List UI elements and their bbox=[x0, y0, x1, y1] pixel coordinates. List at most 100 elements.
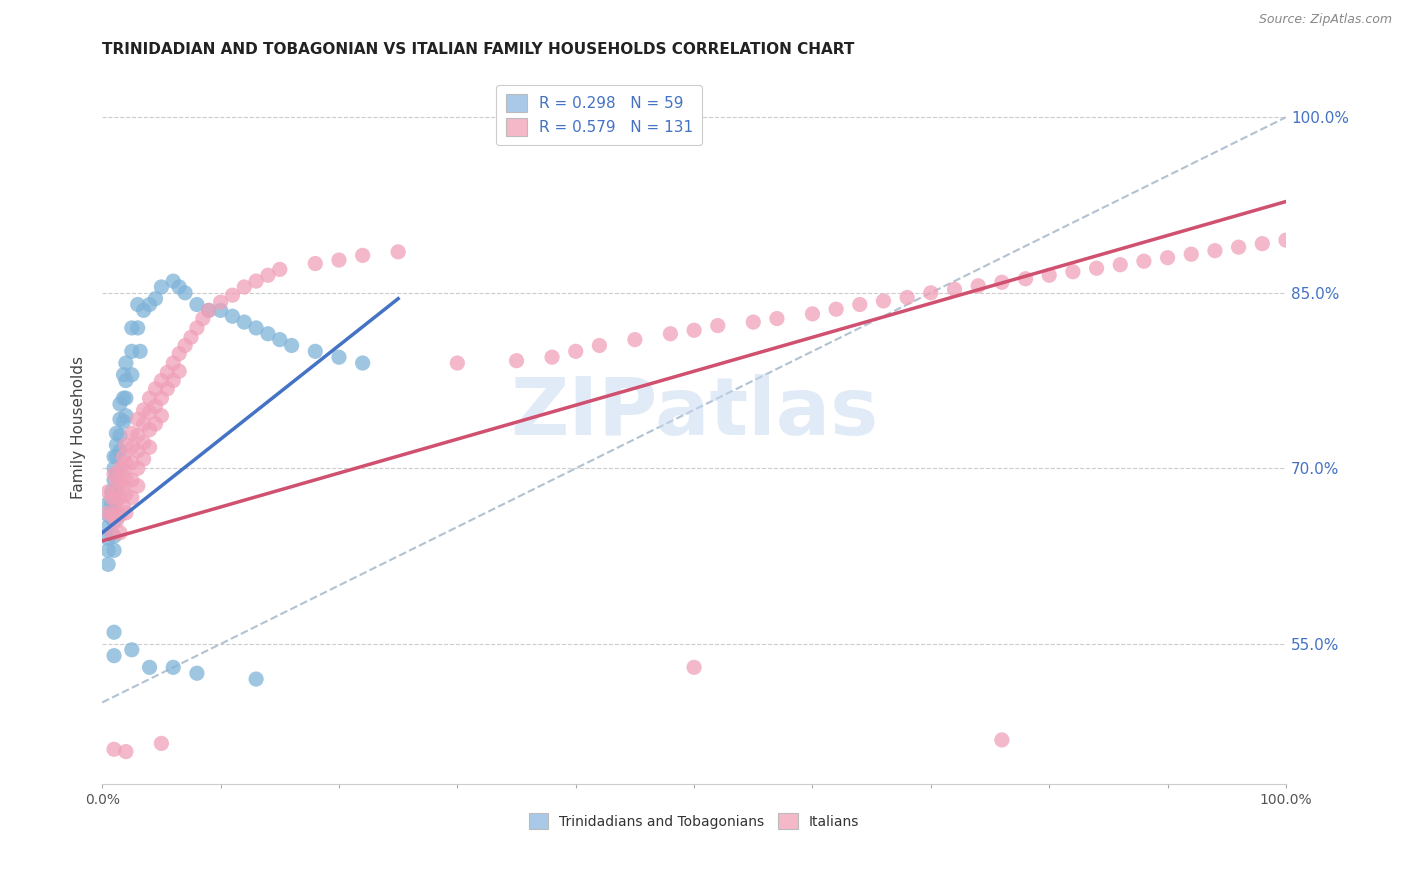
Point bbox=[1227, 240, 1250, 254]
Point bbox=[115, 487, 138, 501]
Point bbox=[564, 344, 586, 359]
Point bbox=[1251, 236, 1274, 251]
Point bbox=[132, 435, 155, 450]
Point bbox=[280, 338, 302, 352]
Point bbox=[127, 321, 149, 335]
Point bbox=[145, 400, 167, 414]
Point bbox=[150, 280, 173, 294]
Point bbox=[121, 642, 143, 657]
Point bbox=[97, 558, 120, 572]
Point bbox=[221, 310, 243, 324]
Point bbox=[103, 508, 125, 523]
Point bbox=[991, 733, 1014, 747]
Point bbox=[683, 660, 706, 674]
Point bbox=[121, 456, 143, 470]
Point bbox=[387, 244, 409, 259]
Point bbox=[257, 326, 280, 341]
Point bbox=[174, 285, 197, 300]
Point bbox=[115, 456, 138, 470]
Point bbox=[269, 333, 291, 347]
Point bbox=[742, 315, 765, 329]
Point bbox=[108, 508, 131, 523]
Point bbox=[115, 745, 138, 759]
Point bbox=[121, 368, 143, 382]
Point bbox=[108, 461, 131, 475]
Point bbox=[103, 461, 125, 475]
Point bbox=[1062, 265, 1084, 279]
Point bbox=[138, 297, 160, 311]
Point bbox=[112, 368, 135, 382]
Point bbox=[121, 344, 143, 359]
Point bbox=[1180, 247, 1202, 261]
Point bbox=[991, 275, 1014, 289]
Y-axis label: Family Households: Family Households bbox=[72, 356, 86, 499]
Point bbox=[766, 311, 789, 326]
Point bbox=[115, 356, 138, 370]
Point bbox=[209, 295, 232, 310]
Point bbox=[105, 438, 128, 452]
Point bbox=[186, 321, 208, 335]
Point bbox=[127, 461, 149, 475]
Point bbox=[1014, 272, 1036, 286]
Point bbox=[872, 293, 894, 308]
Text: Source: ZipAtlas.com: Source: ZipAtlas.com bbox=[1258, 13, 1392, 27]
Point bbox=[162, 660, 184, 674]
Point bbox=[150, 736, 173, 750]
Point bbox=[105, 426, 128, 441]
Point bbox=[97, 520, 120, 534]
Point bbox=[112, 450, 135, 464]
Point bbox=[103, 543, 125, 558]
Legend: Trinidadians and Tobagonians, Italians: Trinidadians and Tobagonians, Italians bbox=[523, 807, 865, 835]
Point bbox=[105, 484, 128, 499]
Point bbox=[162, 274, 184, 288]
Point bbox=[849, 297, 872, 311]
Point bbox=[105, 467, 128, 482]
Point bbox=[145, 292, 167, 306]
Point bbox=[191, 311, 214, 326]
Point bbox=[209, 303, 232, 318]
Point bbox=[121, 426, 143, 441]
Point bbox=[967, 278, 990, 293]
Point bbox=[352, 248, 374, 262]
Point bbox=[352, 356, 374, 370]
Point bbox=[659, 326, 682, 341]
Point bbox=[112, 391, 135, 405]
Point bbox=[801, 307, 824, 321]
Point bbox=[97, 484, 120, 499]
Point bbox=[1133, 254, 1156, 268]
Point bbox=[328, 350, 350, 364]
Point bbox=[100, 510, 122, 524]
Point bbox=[100, 525, 122, 540]
Point bbox=[1156, 251, 1178, 265]
Point bbox=[145, 417, 167, 431]
Point bbox=[100, 525, 122, 540]
Point bbox=[138, 405, 160, 419]
Point bbox=[127, 297, 149, 311]
Point bbox=[108, 475, 131, 490]
Point bbox=[115, 438, 138, 452]
Point bbox=[108, 397, 131, 411]
Point bbox=[105, 450, 128, 464]
Point bbox=[103, 467, 125, 482]
Point bbox=[100, 491, 122, 505]
Point bbox=[100, 508, 122, 523]
Point bbox=[145, 382, 167, 396]
Point bbox=[167, 346, 190, 360]
Text: ZIPatlas: ZIPatlas bbox=[510, 374, 879, 452]
Point bbox=[1204, 244, 1226, 258]
Point bbox=[328, 253, 350, 268]
Point bbox=[541, 350, 564, 364]
Point bbox=[257, 268, 280, 283]
Point bbox=[167, 364, 190, 378]
Point bbox=[245, 274, 267, 288]
Point bbox=[103, 487, 125, 501]
Point bbox=[103, 450, 125, 464]
Point bbox=[138, 391, 160, 405]
Point bbox=[1275, 233, 1298, 247]
Point bbox=[97, 506, 120, 520]
Point bbox=[129, 344, 152, 359]
Point bbox=[706, 318, 728, 333]
Point bbox=[138, 660, 160, 674]
Point bbox=[115, 506, 138, 520]
Point bbox=[943, 282, 966, 296]
